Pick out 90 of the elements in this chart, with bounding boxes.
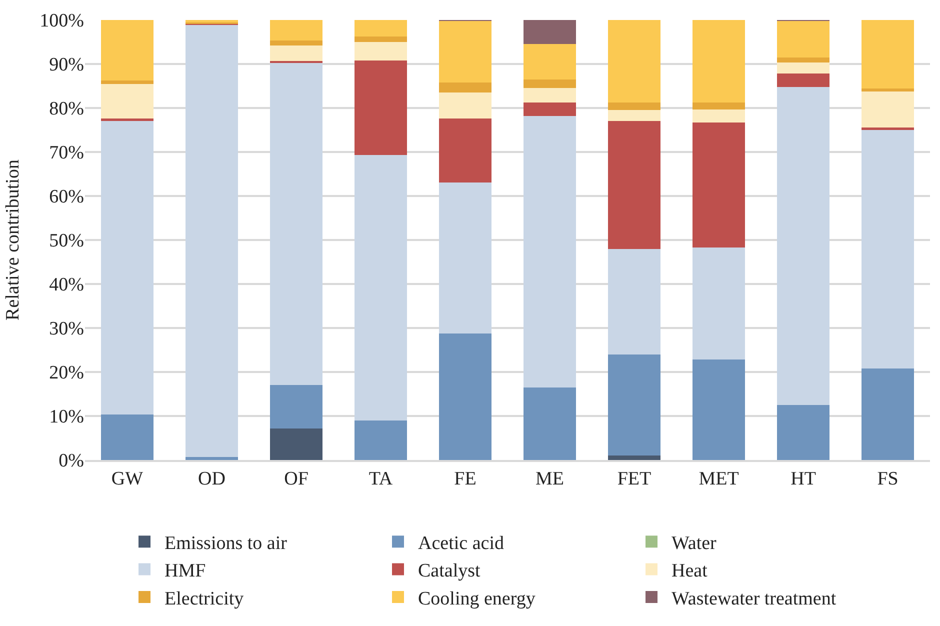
bar <box>524 79 576 88</box>
bar <box>101 20 154 80</box>
bar <box>354 20 407 36</box>
y-tick-label: 90% <box>49 54 84 76</box>
bar <box>524 387 576 460</box>
legend-label: Cooling energy <box>418 588 536 610</box>
bar <box>524 44 576 80</box>
bar <box>608 121 660 250</box>
bar <box>862 20 914 89</box>
bar <box>777 74 830 87</box>
legend-label: Catalyst <box>418 560 481 582</box>
x-tick-label: ME <box>536 468 564 490</box>
x-tick-label: TA <box>368 468 393 490</box>
legend-label: Emissions to air <box>164 533 288 554</box>
bar <box>862 88 914 92</box>
bar <box>862 127 914 130</box>
bar <box>862 92 914 128</box>
bar <box>101 121 154 415</box>
legend-label: Water <box>672 533 718 554</box>
bar <box>692 360 745 460</box>
bar <box>354 36 407 42</box>
bar <box>354 420 407 460</box>
legend-label: Acetic acid <box>418 533 504 554</box>
bar <box>439 20 492 82</box>
bar <box>692 122 745 248</box>
bar <box>777 62 830 74</box>
bar <box>439 82 492 93</box>
bar <box>101 118 154 122</box>
bar <box>608 110 660 122</box>
bar <box>270 60 322 64</box>
x-tick-label: OD <box>198 468 226 490</box>
legend-label: Heat <box>672 560 708 582</box>
bar <box>692 247 745 360</box>
legend-label: Wastewater treatment <box>672 588 837 610</box>
bar <box>270 428 322 460</box>
bar <box>439 333 492 460</box>
bar <box>608 249 660 354</box>
bar <box>101 84 154 119</box>
y-tick-label: 30% <box>49 318 84 340</box>
bar <box>270 40 322 46</box>
bar <box>354 60 407 156</box>
bar <box>439 92 492 119</box>
y-tick-label: 60% <box>49 186 84 208</box>
bar <box>692 20 745 102</box>
x-tick-label: FE <box>454 468 476 490</box>
bar <box>777 86 830 405</box>
y-tick-label: 10% <box>49 406 84 428</box>
legend-label: Electricity <box>164 588 244 610</box>
bar <box>608 20 660 102</box>
bar <box>862 129 914 368</box>
x-tick-label: FET <box>617 468 652 490</box>
bar <box>354 155 407 420</box>
y-tick-label: 0% <box>58 450 84 472</box>
bar <box>354 42 407 60</box>
bar <box>608 354 660 456</box>
bar <box>608 456 660 460</box>
bar <box>270 46 322 61</box>
bar <box>524 102 576 116</box>
bar <box>524 88 576 103</box>
bar <box>777 405 830 460</box>
y-tick-label: 70% <box>49 142 84 164</box>
x-tick-label: FS <box>877 468 898 490</box>
x-tick-label: MET <box>698 468 740 490</box>
x-tick-label: OF <box>284 468 308 490</box>
y-tick-label: 50% <box>49 230 84 252</box>
bar <box>862 368 914 460</box>
bar <box>186 456 238 460</box>
bar <box>524 20 576 44</box>
y-tick-label: 40% <box>49 274 84 296</box>
bar <box>270 20 322 41</box>
bar <box>270 63 322 386</box>
bar <box>608 102 660 110</box>
bar <box>186 24 238 457</box>
bar <box>777 20 830 58</box>
bar <box>777 57 830 63</box>
legend-label: HMF <box>164 560 206 582</box>
y-tick-label: 20% <box>49 362 84 384</box>
bar <box>524 116 576 388</box>
bar <box>439 182 492 334</box>
bar <box>101 414 154 460</box>
x-tick-label: HT <box>790 468 816 490</box>
bar <box>101 80 154 84</box>
bar <box>270 385 322 428</box>
y-tick-label: 100% <box>40 10 84 32</box>
bar <box>439 118 492 182</box>
x-tick-label: GW <box>111 468 144 490</box>
y-tick-label: 80% <box>49 98 84 120</box>
bar <box>692 109 745 123</box>
y-axis-title: Relative contribution <box>2 159 24 320</box>
bar <box>692 102 745 110</box>
